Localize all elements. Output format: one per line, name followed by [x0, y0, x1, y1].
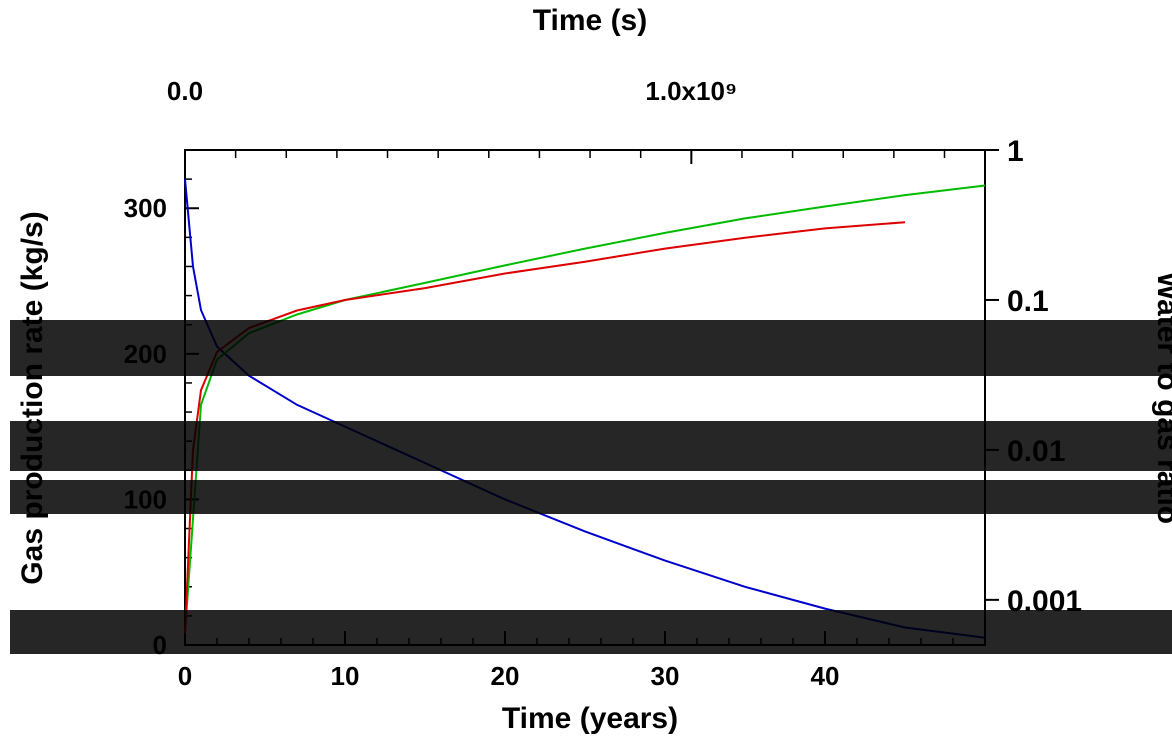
artifact-band-3 — [10, 480, 1172, 514]
right-tick-label: 1 — [1007, 135, 1024, 168]
top-axis-ticks: 0.0 1.0x10⁹ — [167, 76, 946, 164]
top-axis-title: Time (s) — [533, 4, 647, 37]
artifact-band-2 — [10, 421, 1172, 471]
artifact-band-4 — [10, 610, 1172, 654]
bottom-tick-label: 0 — [178, 661, 192, 691]
left-axis-title: Gas production rate (kg/s) — [16, 211, 49, 584]
top-tick-label: 0.0 — [167, 76, 203, 106]
left-tick-label: 300 — [124, 193, 167, 223]
series-layer — [184, 179, 986, 639]
series-line-3 — [184, 221, 906, 634]
bottom-axis-title: Time (years) — [502, 702, 678, 735]
plot-frame — [184, 149, 986, 646]
bottom-tick-label: 10 — [331, 661, 360, 691]
bottom-tick-label: 30 — [651, 661, 680, 691]
artifact-band-1 — [10, 320, 1172, 376]
top-tick-label: 1.0x10⁹ — [645, 76, 737, 106]
right-tick-label: 0.1 — [1007, 285, 1049, 318]
bottom-tick-label: 40 — [811, 661, 840, 691]
bottom-tick-label: 20 — [491, 661, 520, 691]
